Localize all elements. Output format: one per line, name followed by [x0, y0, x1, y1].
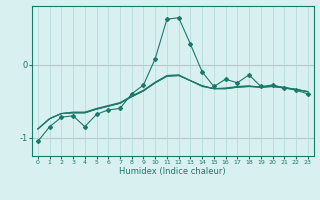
X-axis label: Humidex (Indice chaleur): Humidex (Indice chaleur)	[119, 167, 226, 176]
